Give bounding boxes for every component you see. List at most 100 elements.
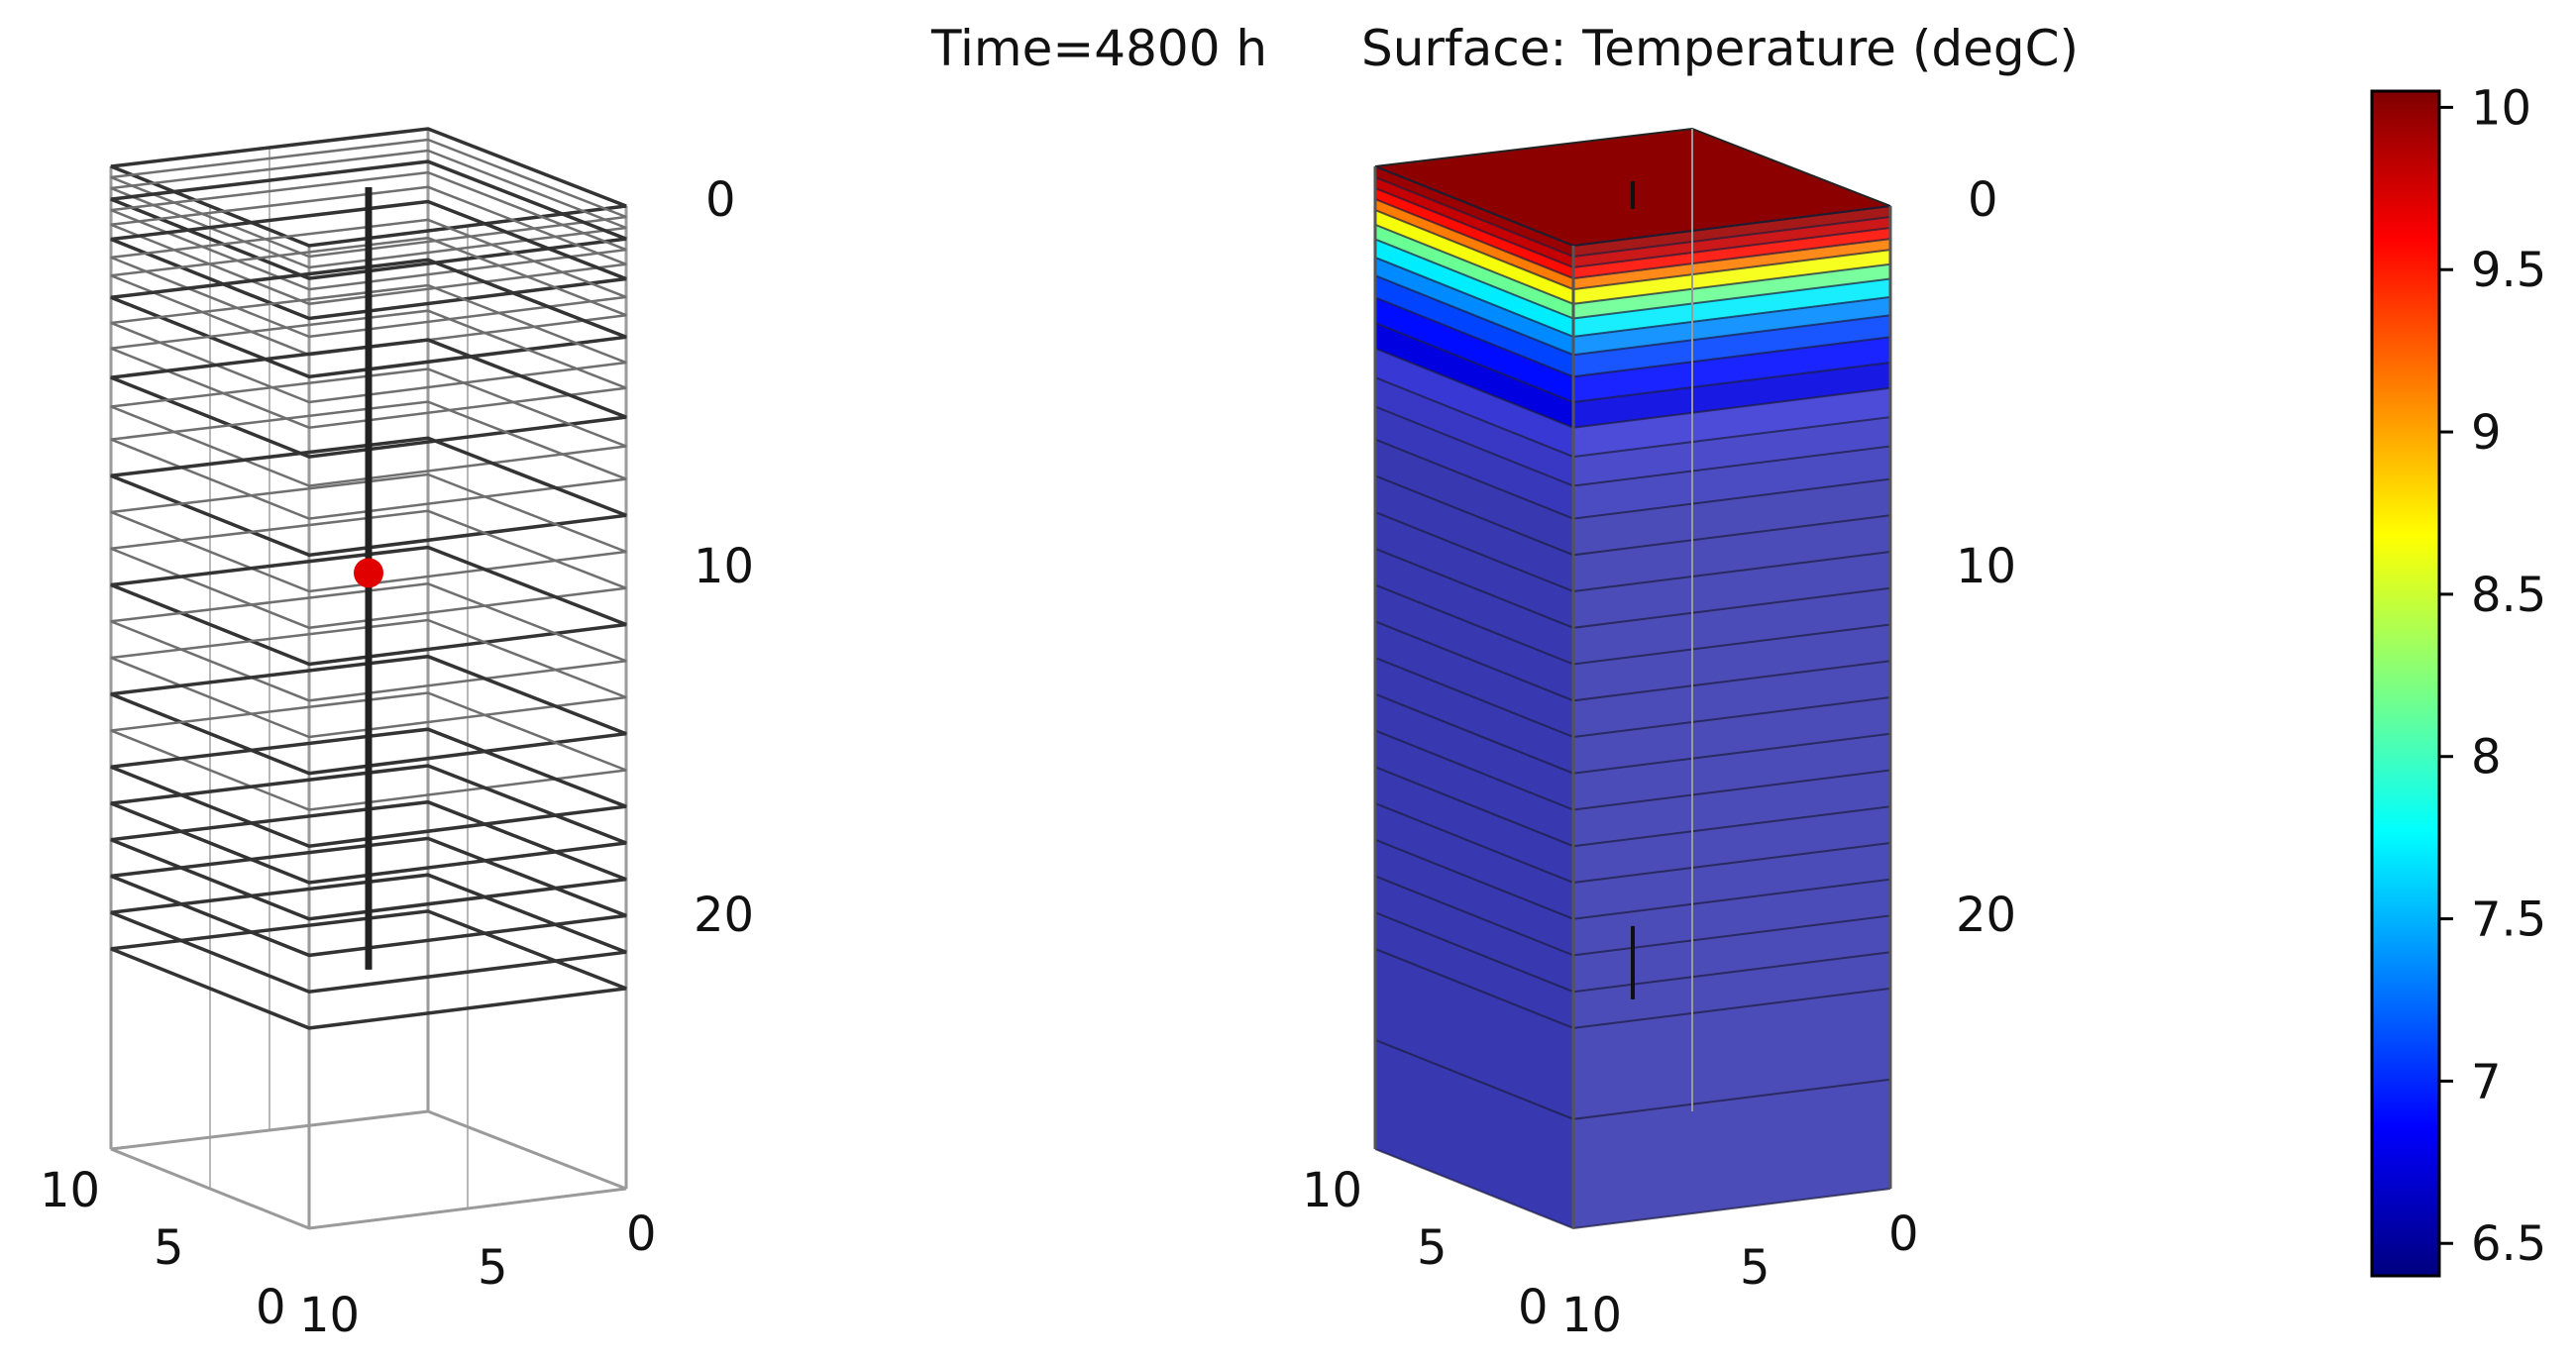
wireframe-layer xyxy=(110,159,627,280)
temperature-band-front xyxy=(1573,515,1890,591)
right-x-tick-10: 10 xyxy=(1561,1288,1622,1343)
temperature-band-left xyxy=(1375,406,1573,519)
wireframe-layer xyxy=(110,764,627,885)
colorbar-tick-label: 6.5 xyxy=(2471,1216,2546,1272)
right-depth-axis-ticks: 0 10 20 xyxy=(1956,172,2016,943)
colorbar-ticks: 10 9.5 9 8.5 8 7.5 7 6.5 xyxy=(2439,80,2546,1272)
temperature-band-left xyxy=(1375,177,1573,267)
temperature-band-front xyxy=(1573,624,1890,701)
temperature-band-left xyxy=(1375,199,1573,290)
wireframe-layer xyxy=(110,283,627,404)
temperature-band-left xyxy=(1375,377,1573,486)
temperature-band-front xyxy=(1573,952,1890,1028)
wireframe-layer xyxy=(110,309,627,429)
wireframe-layer xyxy=(110,170,627,291)
left-x-tick-0: 0 xyxy=(626,1207,657,1262)
left-depth-tick-20: 20 xyxy=(694,888,754,943)
temperature-band-front xyxy=(1573,988,1890,1119)
temperature-band-left xyxy=(1375,323,1573,428)
right-y-tick-5: 5 xyxy=(1417,1220,1448,1276)
wireframe-layer xyxy=(110,582,627,702)
left-depth-tick-10: 10 xyxy=(694,539,754,594)
temperature-band-left xyxy=(1375,297,1573,402)
colorbar-tick-label: 8.5 xyxy=(2471,568,2546,623)
wireframe-panel xyxy=(109,127,628,1230)
right-y-tick-10: 10 xyxy=(1302,1163,1362,1218)
wireframe-layer xyxy=(110,218,627,339)
wireframe-layer xyxy=(110,909,627,1030)
temperature-band-front xyxy=(1573,806,1890,883)
colorbar-tick-label: 9.5 xyxy=(2471,243,2546,298)
temperature-band-front xyxy=(1573,843,1890,919)
wireframe-layer xyxy=(110,799,627,921)
left-y-tick-5: 5 xyxy=(154,1220,184,1276)
right-x-tick-5: 5 xyxy=(1740,1240,1771,1296)
temperature-band-left xyxy=(1375,512,1573,628)
temperature-band-left xyxy=(1375,257,1573,356)
temperature-band-left xyxy=(1375,730,1573,847)
temperature-band-left xyxy=(1375,658,1573,774)
wireframe-layer xyxy=(110,138,627,259)
temperature-band-front xyxy=(1573,239,1890,290)
temperature-band-front xyxy=(1573,296,1890,356)
temperature-band-left xyxy=(1375,239,1573,337)
temperature-band-left xyxy=(1375,767,1573,883)
temperature-band-front xyxy=(1573,770,1890,847)
colorbar-tick-label: 10 xyxy=(2471,80,2531,136)
wireframe-layer xyxy=(110,618,627,739)
colorbar-tick-label: 7.5 xyxy=(2471,892,2546,948)
right-y-tick-0: 0 xyxy=(1518,1280,1549,1335)
wireframe-layer xyxy=(110,127,627,248)
wireframe-layer xyxy=(110,436,627,558)
plot-title-surface: Surface: Temperature (degC) xyxy=(1361,20,2079,77)
temperature-band-left xyxy=(1375,224,1573,319)
colorbar-tick-label: 8 xyxy=(2471,730,2502,786)
temperature-band-left xyxy=(1375,1039,1573,1228)
temperature-band-front xyxy=(1573,879,1890,956)
wireframe-bottom xyxy=(110,1109,627,1230)
temperature-band-left xyxy=(1375,210,1573,304)
temperature-band-left xyxy=(1375,912,1573,1028)
temperature-band-left xyxy=(1375,275,1573,377)
colorbar-tick-label: 9 xyxy=(2471,405,2502,461)
temperature-band-front xyxy=(1573,552,1890,628)
wireframe-layer xyxy=(110,873,627,994)
wireframe-layer xyxy=(110,836,627,958)
left-x-tick-10: 10 xyxy=(299,1288,360,1343)
probe-marker xyxy=(354,558,383,588)
temperature-band-front xyxy=(1573,387,1890,458)
temperature-band-front xyxy=(1573,697,1890,774)
colorbar-gradient xyxy=(2370,89,2441,1278)
temperature-band-front xyxy=(1573,263,1890,319)
wireframe-layer xyxy=(110,338,627,459)
wireframe-layer xyxy=(110,199,627,321)
temperature-band-left xyxy=(1375,621,1573,737)
temperature-band-front xyxy=(1573,417,1890,486)
temperature-band-front xyxy=(1573,363,1890,428)
wireframe-layer xyxy=(110,472,627,593)
wireframe-layer xyxy=(110,691,627,811)
left-horizontal-axis-ticks: 10 5 0 10 5 0 xyxy=(40,1163,657,1343)
temperature-band-left xyxy=(1375,693,1573,810)
wireframe-layer xyxy=(110,258,627,379)
left-depth-tick-0: 0 xyxy=(705,172,736,228)
temperature-surface-panel xyxy=(1373,127,1892,1230)
left-x-tick-5: 5 xyxy=(478,1240,508,1296)
temperature-band-front xyxy=(1573,915,1890,993)
temperature-band-front xyxy=(1573,446,1890,519)
temperature-band-left xyxy=(1375,548,1573,665)
wireframe-layer xyxy=(110,400,627,520)
temperature-band-left xyxy=(1375,188,1573,279)
temperature-band-front xyxy=(1573,733,1890,810)
temperature-band-front xyxy=(1573,217,1890,267)
temperature-band-front xyxy=(1573,278,1890,337)
temperature-band-left xyxy=(1375,584,1573,701)
temperature-band-front xyxy=(1573,1079,1890,1228)
right-horizontal-axis-ticks: 10 5 0 10 5 0 xyxy=(1302,1163,1919,1343)
temperature-band-left xyxy=(1375,439,1573,556)
temperature-band-left xyxy=(1375,166,1573,257)
right-depth-tick-10: 10 xyxy=(1956,539,2016,594)
wireframe-layer xyxy=(110,185,627,306)
wireframe-layer xyxy=(110,727,627,848)
